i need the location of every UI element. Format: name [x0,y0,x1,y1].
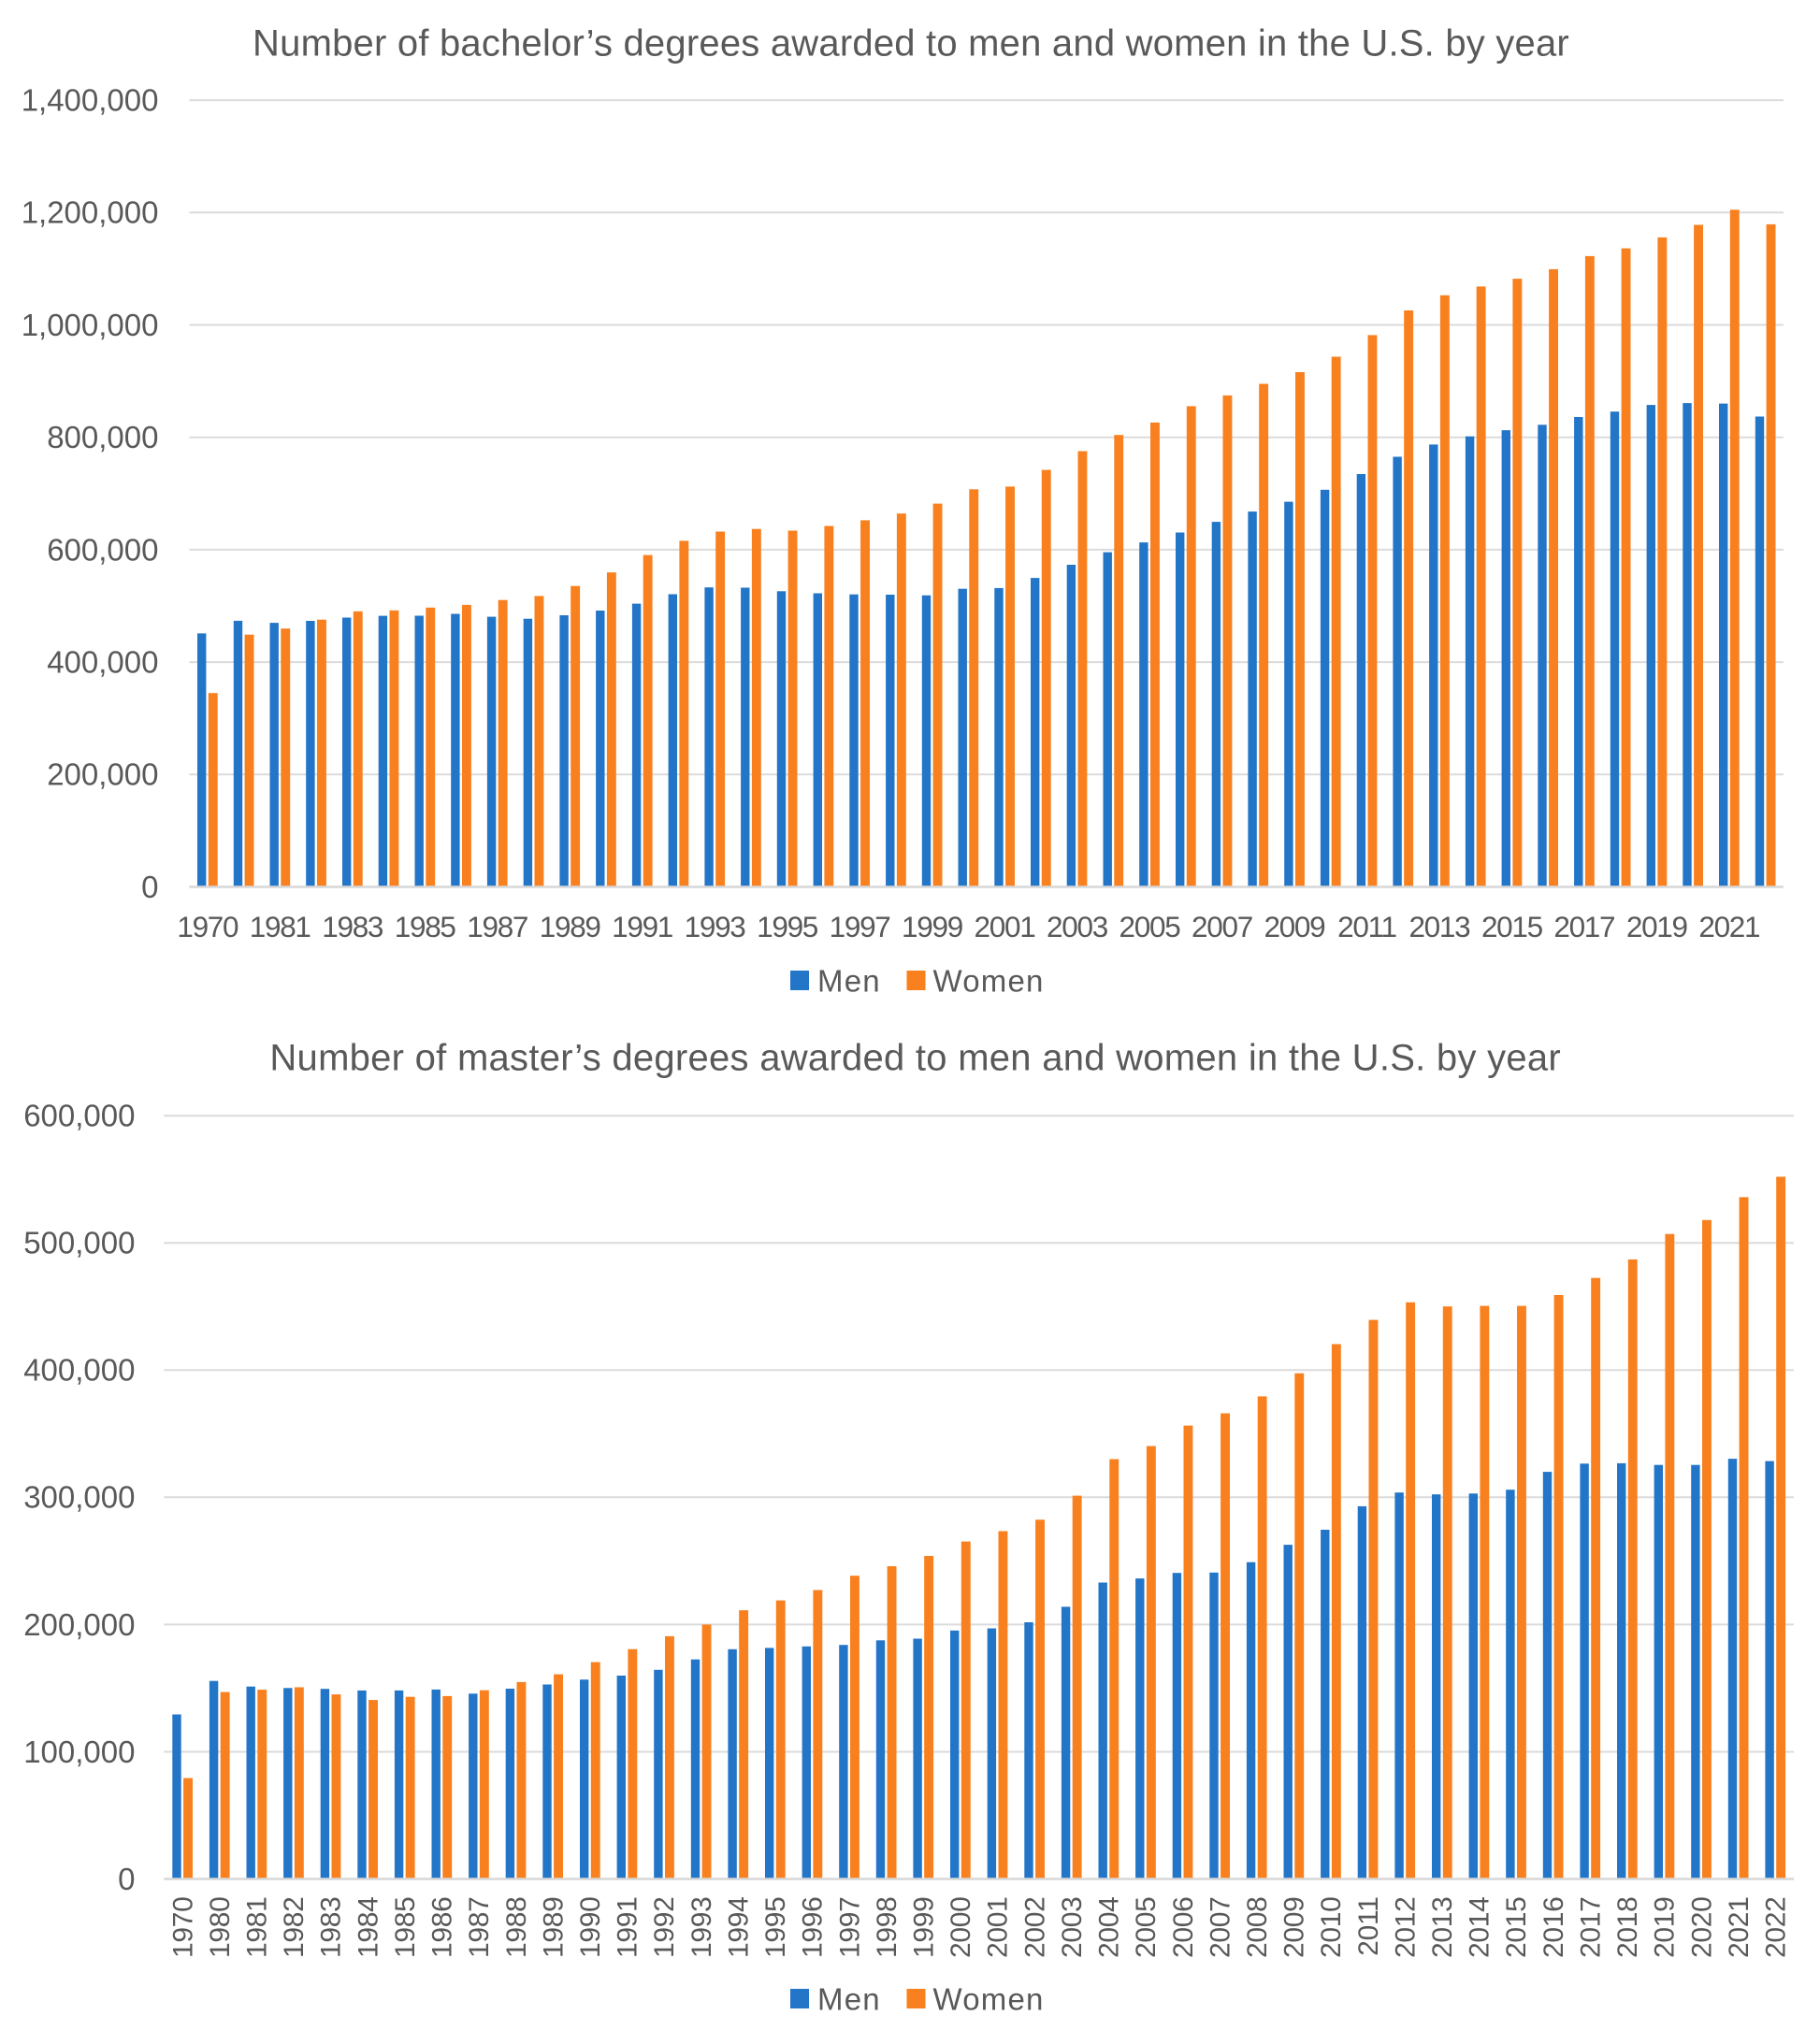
svg-text:1997: 1997 [830,910,890,943]
svg-text:1989: 1989 [538,1897,569,1959]
svg-text:2019: 2019 [1626,910,1688,943]
svg-text:0: 0 [141,870,158,904]
svg-text:1997: 1997 [834,1897,865,1959]
svg-text:2015: 2015 [1501,1897,1532,1959]
svg-text:2017: 2017 [1553,910,1614,943]
svg-text:2006: 2006 [1168,1897,1199,1959]
svg-text:2022: 2022 [1761,1897,1792,1959]
svg-text:1987: 1987 [464,1897,495,1959]
svg-text:1980: 1980 [205,1897,236,1959]
svg-text:500,000: 500,000 [23,1226,135,1260]
svg-text:2016: 2016 [1538,1897,1569,1959]
svg-text:1991: 1991 [613,1897,643,1959]
svg-text:2019: 2019 [1650,1897,1681,1959]
svg-text:Women: Women [933,964,1045,999]
svg-text:0: 0 [118,1862,135,1896]
svg-text:2000: 2000 [946,1897,976,1959]
svg-text:1993: 1993 [685,910,746,943]
svg-text:1989: 1989 [540,910,601,943]
svg-text:2007: 2007 [1205,1897,1235,1959]
svg-text:1993: 1993 [686,1897,717,1959]
svg-text:1996: 1996 [798,1897,829,1959]
svg-text:2011: 2011 [1353,1897,1384,1956]
svg-text:Women: Women [933,1982,1045,2017]
svg-text:1988: 1988 [501,1897,532,1959]
svg-text:1984: 1984 [353,1897,383,1959]
svg-text:1981: 1981 [242,1897,273,1959]
svg-text:2002: 2002 [1019,1897,1050,1959]
svg-text:1998: 1998 [872,1897,903,1959]
svg-text:1994: 1994 [723,1897,754,1959]
svg-text:1982: 1982 [279,1897,310,1959]
svg-text:2020: 2020 [1686,1897,1717,1959]
svg-text:600,000: 600,000 [47,532,158,567]
svg-text:1970: 1970 [177,910,238,943]
svg-text:Men: Men [817,964,881,999]
svg-text:1970: 1970 [167,1897,198,1959]
svg-text:2003: 2003 [1047,910,1108,943]
svg-text:1991: 1991 [612,910,672,943]
svg-text:1986: 1986 [427,1897,458,1959]
svg-text:2021: 2021 [1698,910,1759,943]
svg-text:Men: Men [817,1982,881,2017]
svg-text:1983: 1983 [316,1897,347,1959]
svg-text:800,000: 800,000 [47,420,158,454]
svg-text:100,000: 100,000 [23,1735,135,1769]
svg-text:1995: 1995 [760,1897,791,1959]
svg-text:1999: 1999 [909,1897,940,1959]
svg-text:200,000: 200,000 [23,1607,135,1642]
svg-text:2001: 2001 [975,910,1035,943]
svg-text:1,000,000: 1,000,000 [22,308,159,342]
svg-text:300,000: 300,000 [23,1480,135,1515]
svg-text:1,400,000: 1,400,000 [22,82,159,117]
svg-text:1981: 1981 [250,910,311,943]
svg-text:2013: 2013 [1427,1897,1458,1959]
svg-text:2010: 2010 [1316,1897,1347,1959]
svg-text:Number of master’s degrees awa: Number of master’s degrees awarded to me… [269,1038,1561,1079]
svg-text:2009: 2009 [1264,910,1325,943]
svg-text:2012: 2012 [1390,1897,1421,1959]
svg-text:1985: 1985 [390,1897,421,1959]
svg-text:2009: 2009 [1279,1897,1310,1959]
svg-text:2013: 2013 [1408,910,1470,943]
svg-text:1987: 1987 [467,910,527,943]
svg-text:1992: 1992 [649,1897,680,1959]
svg-text:2005: 2005 [1119,910,1181,943]
svg-text:2011: 2011 [1337,910,1396,943]
svg-text:2004: 2004 [1094,1897,1125,1959]
svg-text:600,000: 600,000 [23,1099,135,1133]
svg-text:1990: 1990 [575,1897,606,1959]
svg-text:2015: 2015 [1481,910,1543,943]
svg-text:200,000: 200,000 [47,757,158,792]
svg-text:1,200,000: 1,200,000 [22,195,159,230]
svg-text:400,000: 400,000 [23,1353,135,1388]
svg-text:1995: 1995 [757,910,818,943]
svg-text:2008: 2008 [1242,1897,1273,1959]
svg-text:1985: 1985 [395,910,456,943]
svg-text:1983: 1983 [322,910,383,943]
svg-text:2001: 2001 [983,1897,1014,1959]
svg-text:2021: 2021 [1724,1897,1755,1959]
svg-text:2003: 2003 [1057,1897,1088,1959]
svg-text:1999: 1999 [902,910,963,943]
svg-text:2005: 2005 [1131,1897,1162,1959]
svg-text:2017: 2017 [1576,1897,1607,1959]
svg-text:2014: 2014 [1465,1897,1495,1959]
svg-text:Number of bachelor’s degrees a: Number of bachelor’s degrees awarded to … [253,23,1569,65]
svg-text:400,000: 400,000 [47,644,158,679]
svg-text:2007: 2007 [1192,910,1252,943]
svg-text:2018: 2018 [1612,1897,1643,1959]
